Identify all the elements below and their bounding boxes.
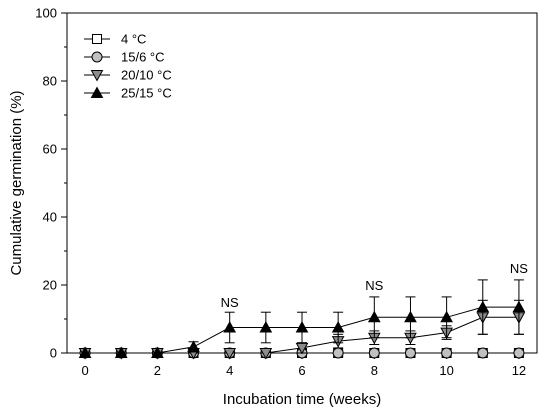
- annotations: NS NS NS: [221, 261, 529, 310]
- x-axis-title: Incubation time (weeks): [223, 391, 381, 408]
- x-tick-label: 6: [298, 363, 305, 378]
- data-point: [477, 347, 489, 359]
- legend-item: 20/10 °C: [84, 68, 172, 83]
- annotation-ns: NS: [510, 261, 528, 276]
- data-point: [441, 347, 453, 359]
- legend-marker: [92, 34, 102, 44]
- x-tick-label: 10: [439, 363, 453, 378]
- data-point: [476, 300, 490, 313]
- legend-item: 4 °C: [84, 32, 146, 47]
- data-point: [78, 346, 92, 358]
- y-tick-label: 100: [35, 6, 57, 21]
- legend-item: 15/6 °C: [84, 50, 165, 65]
- data-point: [404, 310, 417, 323]
- data-point: [512, 300, 526, 313]
- data-point: [440, 310, 453, 323]
- legend: 4 °C 15/6 °C 20/10 °C 25/15 °C: [84, 32, 172, 101]
- x-tick-label: 4: [226, 363, 233, 378]
- x-tick-label: 8: [371, 363, 378, 378]
- x-tick-label: 2: [154, 363, 161, 378]
- y-tick-label: 0: [50, 346, 57, 361]
- data-point: [187, 340, 200, 352]
- data-point: [404, 347, 416, 359]
- series-3: [78, 279, 526, 358]
- legend-marker: [91, 51, 103, 63]
- legend-marker: [90, 86, 104, 98]
- y-axis-title: Cumulative germination (%): [8, 90, 25, 275]
- x-tick-label: 12: [512, 363, 526, 378]
- series-layer: [78, 279, 526, 360]
- annotation-ns: NS: [365, 278, 383, 293]
- data-point: [259, 348, 273, 360]
- data-point: [368, 347, 380, 359]
- data-point: [295, 320, 309, 333]
- legend-label: 4 °C: [121, 32, 146, 47]
- data-point: [114, 346, 128, 358]
- data-point: [332, 347, 344, 359]
- annotation-ns: NS: [221, 295, 239, 310]
- y-tick-label: 60: [43, 142, 57, 157]
- data-point: [331, 320, 345, 333]
- data-point: [367, 310, 381, 323]
- x-tick-label: 0: [81, 363, 88, 378]
- data-point: [223, 320, 237, 333]
- data-point: [259, 320, 273, 333]
- y-axis: 0 20 40 60 80 100: [35, 6, 67, 361]
- data-point: [151, 346, 164, 358]
- y-tick-label: 20: [43, 278, 57, 293]
- y-tick-label: 40: [43, 210, 57, 225]
- data-point: [223, 348, 237, 360]
- legend-item: 25/15 °C: [84, 86, 172, 101]
- legend-label: 15/6 °C: [121, 50, 165, 65]
- legend-label: 25/15 °C: [121, 86, 172, 101]
- legend-label: 20/10 °C: [121, 68, 172, 83]
- legend-marker: [90, 70, 104, 82]
- data-point: [513, 347, 525, 359]
- y-tick-label: 80: [43, 74, 57, 89]
- data-point: [295, 342, 309, 355]
